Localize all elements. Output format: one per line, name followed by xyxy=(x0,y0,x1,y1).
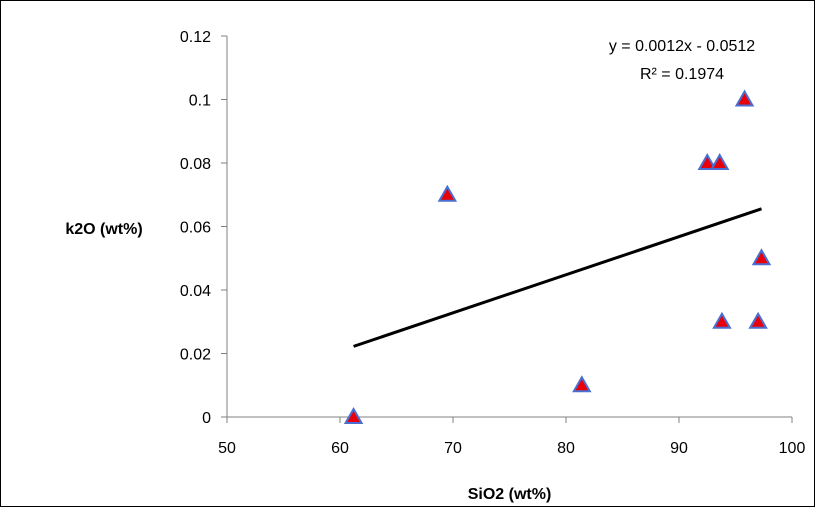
data-point xyxy=(343,406,364,424)
x-tick-label: 80 xyxy=(557,440,575,457)
x-tick-label: 100 xyxy=(779,440,806,457)
data-point xyxy=(734,89,755,107)
y-tick-label: 0.04 xyxy=(180,283,211,300)
y-tick-label: 0.08 xyxy=(180,156,211,173)
x-tick-label: 60 xyxy=(331,440,349,457)
data-point xyxy=(751,248,772,266)
x-ticks: 50 60 70 80 90 100 xyxy=(218,417,805,457)
x-tick-label: 90 xyxy=(670,440,688,457)
y-tick-label: 0.12 xyxy=(180,29,211,46)
data-point xyxy=(709,152,730,170)
y-tick-label: 0 xyxy=(202,410,211,427)
y-tick-label: 0.1 xyxy=(189,93,211,110)
y-tick-label: 0.06 xyxy=(180,220,211,237)
y-ticks: 0 0.02 0.04 0.06 0.08 0.1 0.12 xyxy=(180,29,227,427)
y-tick-label: 0.02 xyxy=(180,347,211,364)
data-points xyxy=(343,89,772,424)
y-axis-title: k2O (wt%) xyxy=(65,221,142,238)
data-point xyxy=(572,375,592,393)
data-point xyxy=(712,311,732,329)
x-axis-title: SiO2 (wt%) xyxy=(468,486,552,503)
x-tick-label: 70 xyxy=(444,440,462,457)
trendline xyxy=(353,207,762,348)
trendline-equation: y = 0.0012x - 0.0512 xyxy=(609,38,755,55)
x-tick-label: 50 xyxy=(218,440,236,457)
data-point xyxy=(697,152,717,170)
data-point xyxy=(748,311,768,329)
trendline-r-squared: R² = 0.1974 xyxy=(640,66,724,83)
data-point xyxy=(437,184,458,202)
